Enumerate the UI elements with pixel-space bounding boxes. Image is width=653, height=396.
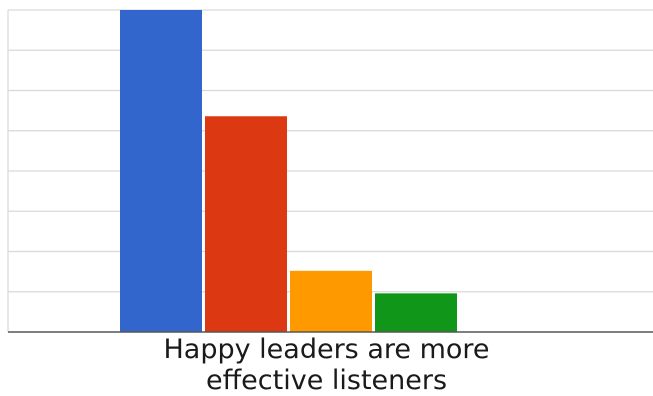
bars <box>120 10 457 332</box>
bar-2 <box>205 116 287 332</box>
chart-title: Happy leaders are more effective listene… <box>0 334 653 396</box>
gridlines <box>7 9 653 332</box>
bar-3 <box>290 270 372 332</box>
chart-title-line-1: Happy leaders are more <box>163 334 490 365</box>
bar-4 <box>375 293 457 332</box>
chart-title-line-2: effective listeners <box>205 365 448 396</box>
bar-1 <box>120 10 202 332</box>
